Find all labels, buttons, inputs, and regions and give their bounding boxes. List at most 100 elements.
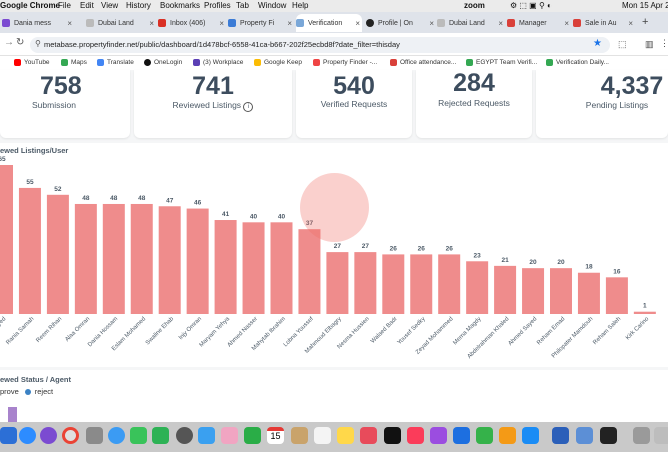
address-bar[interactable] (30, 37, 610, 53)
close-icon[interactable]: × (355, 19, 360, 28)
bookmark-keep[interactable]: Google Keep (254, 59, 302, 66)
bookmark-maps[interactable]: Maps (61, 59, 87, 66)
bar-5[interactable] (130, 203, 153, 314)
bookmark-workplace[interactable]: (3) Workplace (193, 59, 243, 66)
zoom-status[interactable]: zoom (464, 1, 485, 10)
bar-8[interactable] (214, 220, 237, 314)
bookmark-propertyfinder[interactable]: Property Finder -... (313, 59, 377, 66)
menu-edit[interactable]: Edit (80, 1, 94, 10)
contacts-icon[interactable] (291, 427, 308, 444)
bar-4[interactable] (102, 203, 125, 314)
bar-10[interactable] (270, 222, 293, 314)
word-icon[interactable] (552, 427, 569, 444)
menu-bookmarks[interactable]: Bookmarks (160, 1, 201, 10)
tab-8[interactable]: Manager × (507, 14, 571, 32)
menu-history[interactable]: History (126, 1, 151, 10)
bar-23[interactable] (633, 311, 656, 314)
tab-3[interactable]: Inbox (406) × (158, 14, 226, 32)
bar-2[interactable] (46, 194, 69, 314)
bar-13[interactable] (354, 252, 377, 314)
legend-reject[interactable]: reject (34, 387, 54, 396)
bar-0[interactable] (0, 165, 13, 314)
calendar-icon[interactable]: 15 (267, 427, 284, 444)
chrome-icon[interactable] (62, 427, 79, 444)
bar-14[interactable] (382, 254, 405, 314)
close-icon[interactable]: × (287, 19, 292, 28)
bar-22[interactable] (605, 277, 628, 314)
bar-7[interactable] (186, 208, 209, 314)
close-icon[interactable]: × (498, 19, 503, 28)
bar-12[interactable] (326, 252, 349, 314)
bookmark-star-icon[interactable]: ★ (593, 38, 602, 49)
messenger-app-icon[interactable] (40, 427, 57, 444)
app-store-icon[interactable] (522, 427, 539, 444)
tab-2[interactable]: Dubai Land × (86, 14, 156, 32)
music-icon[interactable] (407, 427, 424, 444)
maps-dock-icon[interactable] (198, 427, 215, 444)
launchpad-icon[interactable] (86, 427, 103, 444)
freeform-icon[interactable] (360, 427, 377, 444)
chart-title[interactable]: ewed Listings/User (0, 146, 69, 155)
legend-approve[interactable]: prove (0, 387, 19, 396)
safari-icon[interactable] (108, 427, 125, 444)
bar-15[interactable] (410, 254, 433, 314)
bar-20[interactable] (550, 268, 572, 314)
bar-18[interactable] (494, 265, 517, 314)
bar-21[interactable] (577, 272, 600, 314)
finder-icon[interactable] (0, 427, 17, 444)
bar-11[interactable] (298, 229, 321, 314)
facetime-icon[interactable] (152, 427, 169, 444)
close-icon[interactable]: × (149, 19, 154, 28)
bookmark-verification-daily[interactable]: Verification Daily... (546, 59, 609, 66)
keynote-icon[interactable] (453, 427, 470, 444)
menu-view[interactable]: View (101, 1, 119, 10)
tab-1[interactable]: Dania mess × (2, 14, 74, 32)
forward-icon[interactable]: → (4, 37, 14, 48)
close-icon[interactable]: × (219, 19, 224, 28)
bookmark-onelogin[interactable]: OneLogin (144, 59, 182, 66)
app-name[interactable]: Google Chrome (0, 1, 61, 10)
tab-5-active[interactable]: Verification × (296, 14, 362, 32)
podcasts-icon[interactable] (430, 427, 447, 444)
tab-7[interactable]: Dubai Land × (437, 14, 505, 32)
site-info-icon[interactable]: ⚲ (35, 39, 41, 48)
bar-19[interactable] (522, 268, 545, 314)
close-icon[interactable]: × (564, 19, 569, 28)
bookmark-youtube[interactable]: YouTube (14, 59, 50, 66)
bookmark-office[interactable]: Office attendance... (390, 59, 456, 66)
tab-4[interactable]: Property Fi × (228, 14, 294, 32)
terminal-icon[interactable] (600, 427, 617, 444)
status-agent-title[interactable]: ewed Status / Agent (0, 375, 71, 384)
menu-window[interactable]: Window (258, 1, 287, 10)
bar-1[interactable] (18, 187, 41, 314)
zoom-app-icon[interactable] (19, 427, 36, 444)
new-tab-plus-icon[interactable]: + (642, 16, 649, 28)
bookmark-translate[interactable]: Translate (97, 59, 134, 66)
tv-icon[interactable] (384, 427, 401, 444)
url-text[interactable]: metabase.propertyfinder.net/public/dashb… (44, 40, 400, 49)
menu-dots-icon[interactable]: ⋮ (660, 38, 668, 48)
reload-icon[interactable]: ↻ (16, 37, 25, 48)
close-icon[interactable]: × (67, 19, 72, 28)
notes-icon[interactable] (337, 427, 354, 444)
info-icon[interactable]: i (243, 102, 254, 112)
bar-17[interactable] (466, 261, 489, 314)
close-icon[interactable]: × (628, 19, 633, 28)
menu-tab[interactable]: Tab (236, 1, 249, 10)
close-icon[interactable]: × (429, 19, 434, 28)
bar-6[interactable] (158, 206, 181, 314)
bar-9[interactable] (242, 222, 265, 314)
downloads-icon[interactable] (633, 427, 650, 444)
photos-icon[interactable] (221, 427, 238, 444)
menu-file[interactable]: File (58, 1, 71, 10)
bar-16[interactable] (438, 254, 461, 314)
settings-icon[interactable] (176, 427, 193, 444)
bar-3[interactable] (74, 203, 97, 314)
reminders-icon[interactable] (314, 427, 331, 444)
numbers-icon[interactable] (476, 427, 493, 444)
tab-9[interactable]: Sale in Au × (573, 14, 635, 32)
trash-icon[interactable] (654, 427, 668, 444)
facetime-video-icon[interactable] (244, 427, 261, 444)
bookmark-egypt-team[interactable]: EGYPT Team Verifi... (466, 59, 537, 66)
extensions-icon[interactable]: ⬚ (618, 39, 627, 49)
